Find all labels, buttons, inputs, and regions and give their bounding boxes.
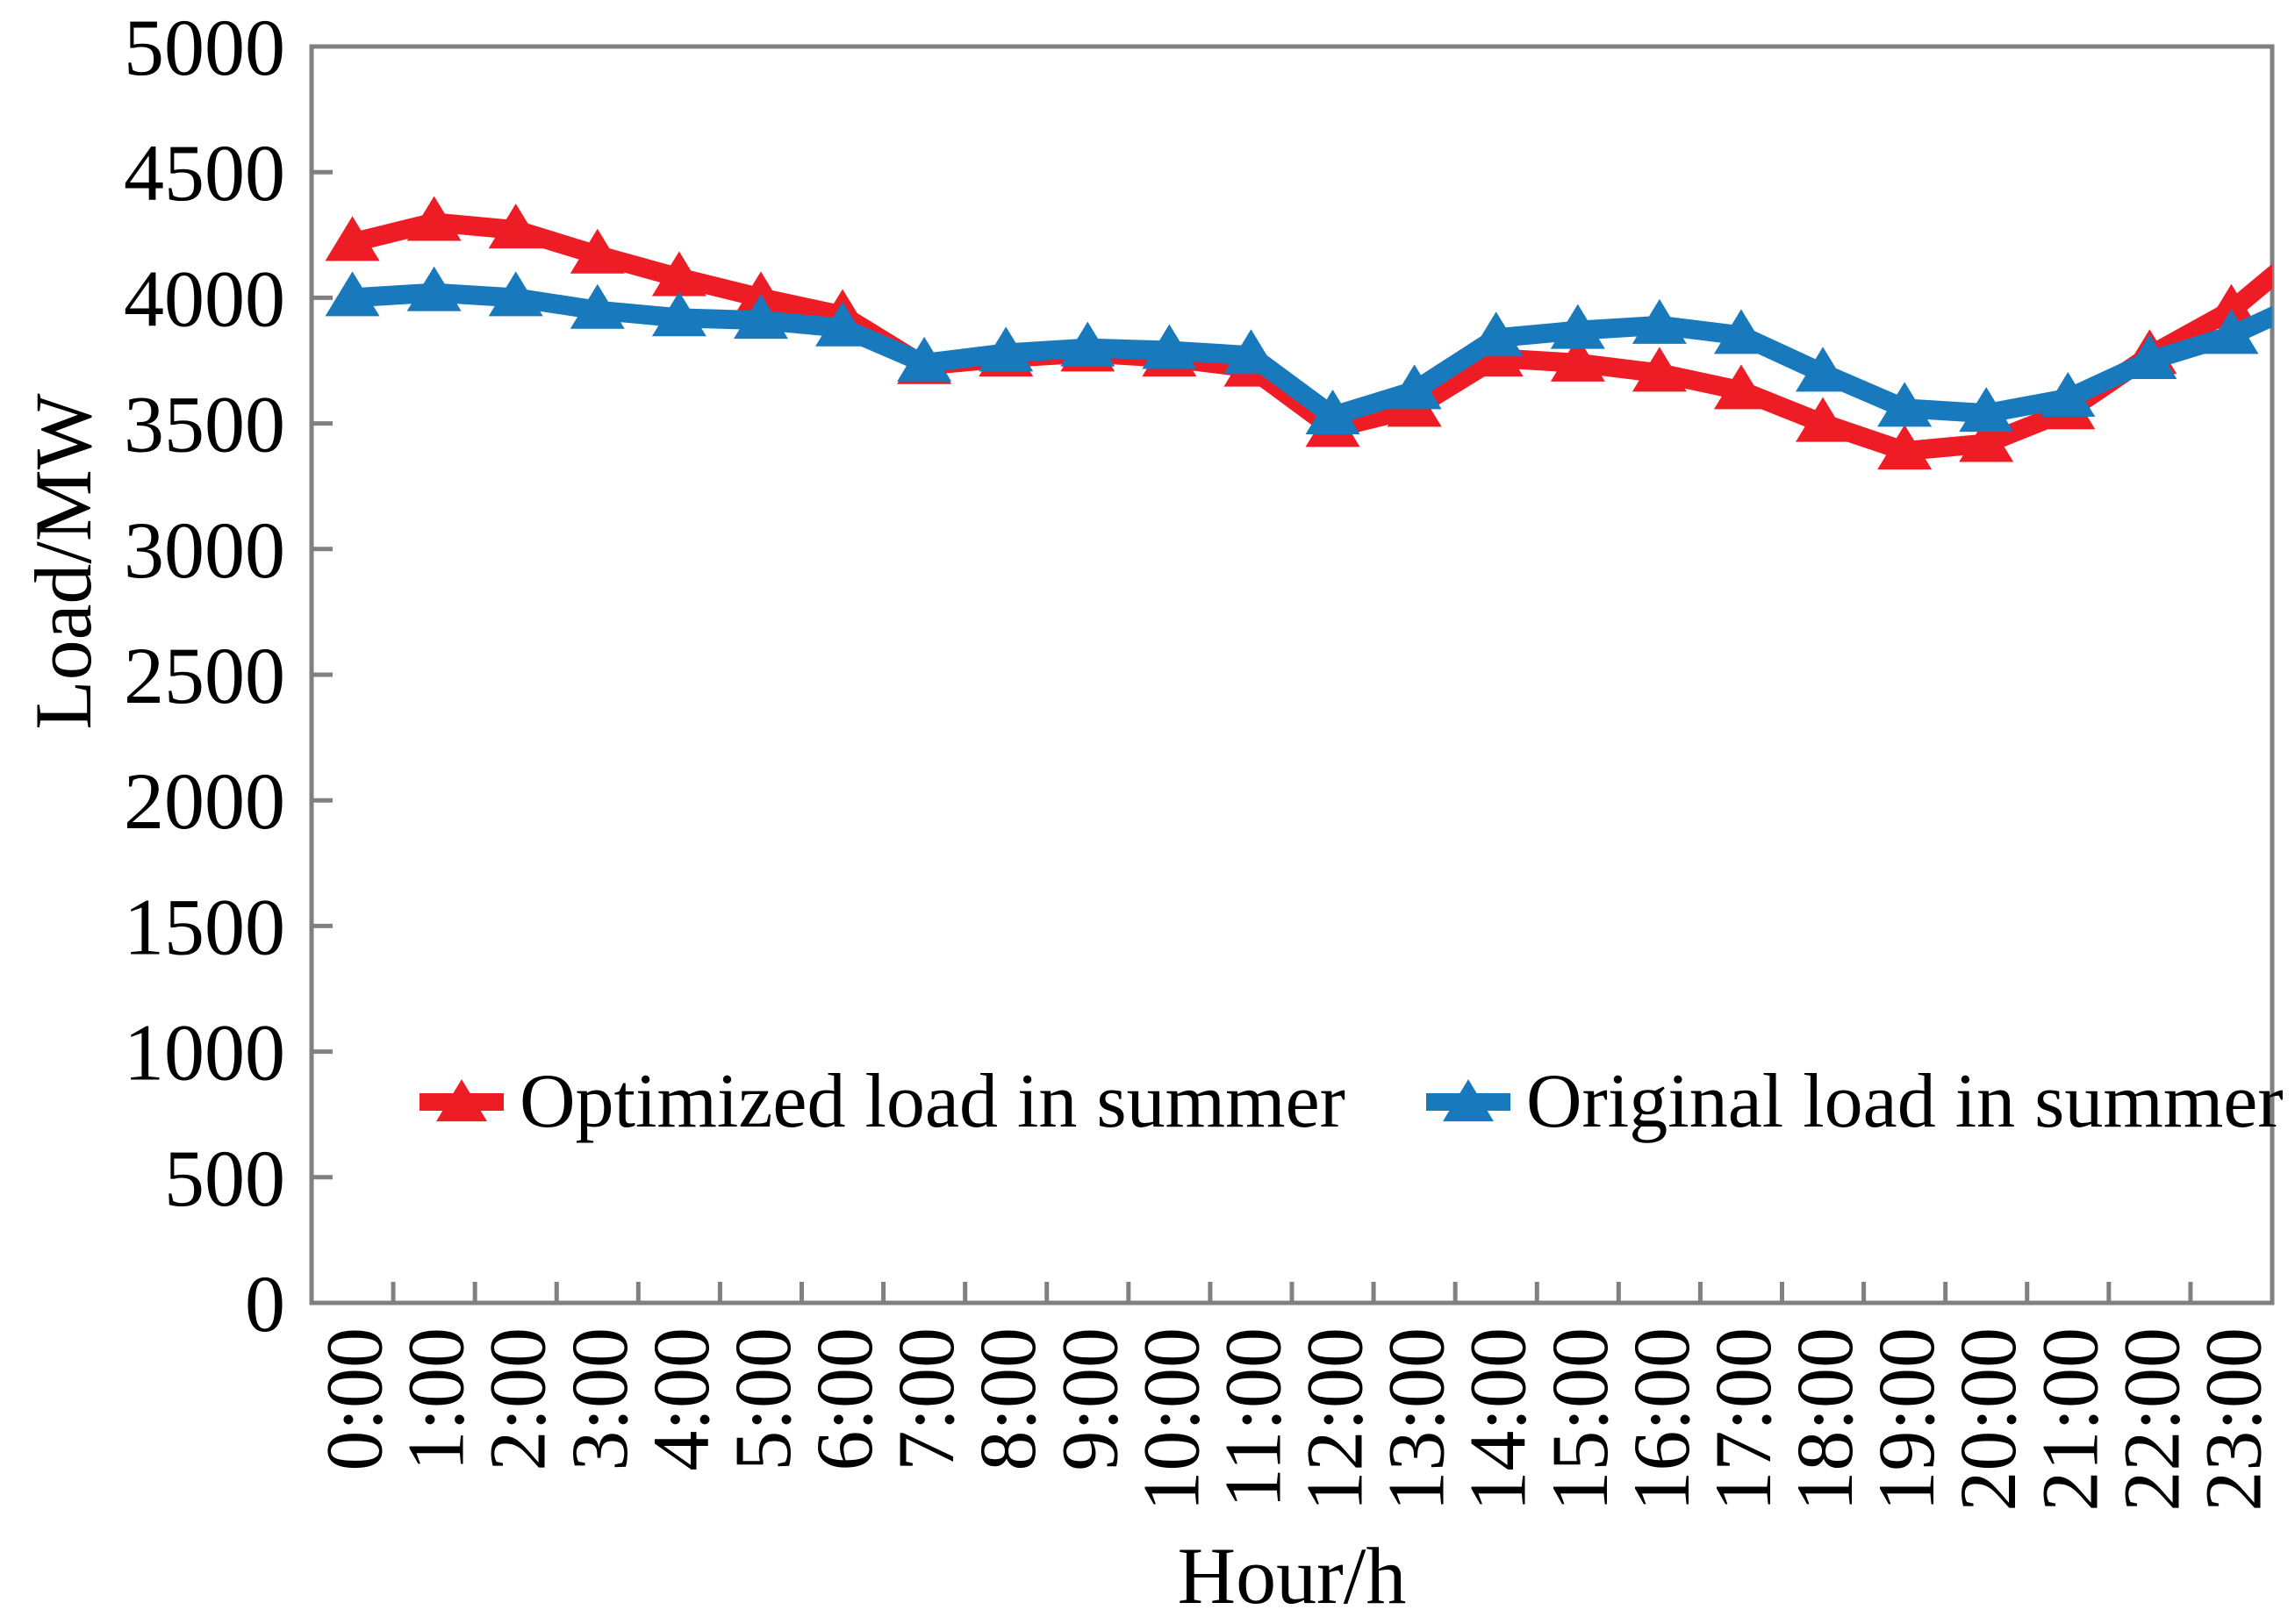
triangle-marker-icon xyxy=(488,271,543,317)
x-tick-label: 8:00 xyxy=(963,1327,1052,1471)
y-tick-label: 4500 xyxy=(124,128,285,218)
triangle-marker-icon xyxy=(1713,309,1768,354)
x-tick-label: 6:00 xyxy=(800,1327,889,1471)
triangle-marker-icon xyxy=(406,266,462,311)
x-tick-label: 3:00 xyxy=(555,1327,644,1471)
y-tick-label: 2500 xyxy=(124,631,285,720)
x-tick-label: 14:00 xyxy=(1453,1327,1543,1512)
x-tick-label: 16:00 xyxy=(1617,1327,1706,1512)
x-tick-label: 7:00 xyxy=(881,1327,971,1471)
triangle-marker-icon xyxy=(1550,304,1605,349)
triangle-marker-icon xyxy=(1713,364,1768,410)
triangle-marker-icon xyxy=(733,271,788,317)
triangle-marker-icon xyxy=(979,326,1034,372)
x-axis-title: Hour/h xyxy=(1177,1531,1407,1620)
triangle-marker-icon xyxy=(436,1079,487,1122)
x-tick-label: 19:00 xyxy=(1861,1327,1951,1512)
x-tick-label: 12:00 xyxy=(1290,1327,1380,1512)
series-line xyxy=(351,283,2272,427)
triangle-marker-icon xyxy=(1959,387,2014,433)
legend: Optimized load in summer Original load i… xyxy=(420,1063,2284,1141)
x-tick-label: 5:00 xyxy=(718,1327,807,1471)
x-tick-label: 10:00 xyxy=(1126,1327,1216,1512)
x-tick-label: 17:00 xyxy=(1698,1327,1788,1512)
triangle-marker-icon xyxy=(1223,329,1279,375)
triangle-marker-icon xyxy=(1877,382,1933,427)
triangle-marker-icon xyxy=(1632,298,1687,344)
triangle-marker-icon xyxy=(1796,347,1851,392)
x-tick-label: 11:00 xyxy=(1208,1327,1297,1508)
triangle-marker-icon xyxy=(1387,364,1442,410)
triangle-marker-icon xyxy=(1877,425,1933,470)
y-tick-label: 3000 xyxy=(124,505,285,595)
x-tick-label: 4:00 xyxy=(636,1327,726,1471)
x-tick-label: 20:00 xyxy=(1943,1327,2033,1512)
x-tick-label: 1:00 xyxy=(391,1327,481,1471)
triangle-marker-icon xyxy=(488,204,543,249)
triangle-marker-icon xyxy=(406,196,462,241)
y-tick-label: 2000 xyxy=(124,756,285,846)
triangle-marker-icon xyxy=(2204,283,2259,329)
x-tick-label: 18:00 xyxy=(1780,1327,1869,1512)
triangle-marker-icon xyxy=(1796,397,1851,442)
triangle-marker-icon xyxy=(1142,324,1197,369)
x-tick-label: 2:00 xyxy=(473,1327,563,1471)
x-tick-label: 0:00 xyxy=(310,1327,399,1471)
series-original xyxy=(325,266,2272,435)
triangle-marker-icon xyxy=(815,301,871,347)
legend-label-optimized: Optimized load in summer xyxy=(520,1059,1345,1144)
x-tick-label: 22:00 xyxy=(2106,1327,2196,1512)
legend-label-original: Original load in summer xyxy=(1525,1059,2284,1144)
y-axis-title: Load/MW xyxy=(18,393,108,730)
triangle-marker-icon xyxy=(2204,309,2259,354)
y-tick-label: 1000 xyxy=(124,1008,285,1098)
x-tick-label: 21:00 xyxy=(2025,1327,2114,1512)
y-tick-label: 500 xyxy=(164,1134,285,1223)
legend-item-optimized: Optimized load in summer xyxy=(420,1063,1345,1141)
x-tick-label: 9:00 xyxy=(1044,1327,1134,1471)
triangle-marker-icon xyxy=(570,283,625,329)
y-tick-label: 1500 xyxy=(124,882,285,971)
triangle-marker-icon xyxy=(651,291,706,337)
legend-marker-optimized xyxy=(420,1068,504,1136)
triangle-marker-icon xyxy=(1550,336,1605,382)
triangle-marker-icon xyxy=(325,271,380,317)
triangle-marker-icon xyxy=(1060,321,1115,367)
triangle-marker-icon xyxy=(897,336,952,382)
triangle-marker-icon xyxy=(325,216,380,261)
y-tick-label: 0 xyxy=(245,1259,285,1349)
x-tick-label: 13:00 xyxy=(1372,1327,1461,1512)
triangle-marker-icon xyxy=(1468,311,1524,357)
y-tick-label: 4000 xyxy=(124,254,285,343)
triangle-marker-icon xyxy=(1305,390,1360,435)
legend-item-original: Original load in summer xyxy=(1425,1059,2284,1144)
x-tick-label: 15:00 xyxy=(1535,1327,1624,1512)
y-tick-label: 3500 xyxy=(124,380,285,469)
triangle-marker-icon xyxy=(651,251,706,297)
triangle-marker-icon xyxy=(1442,1079,1494,1122)
triangle-marker-icon xyxy=(733,294,788,340)
triangle-marker-icon xyxy=(1632,347,1687,392)
triangle-marker-icon xyxy=(2122,334,2177,379)
triangle-marker-icon xyxy=(1959,417,2014,462)
x-tick-label: 23:00 xyxy=(2188,1327,2277,1512)
legend-marker-original xyxy=(1425,1068,1510,1136)
triangle-marker-icon xyxy=(570,228,625,274)
triangle-marker-icon xyxy=(2040,371,2096,417)
y-tick-label: 5000 xyxy=(124,3,285,92)
